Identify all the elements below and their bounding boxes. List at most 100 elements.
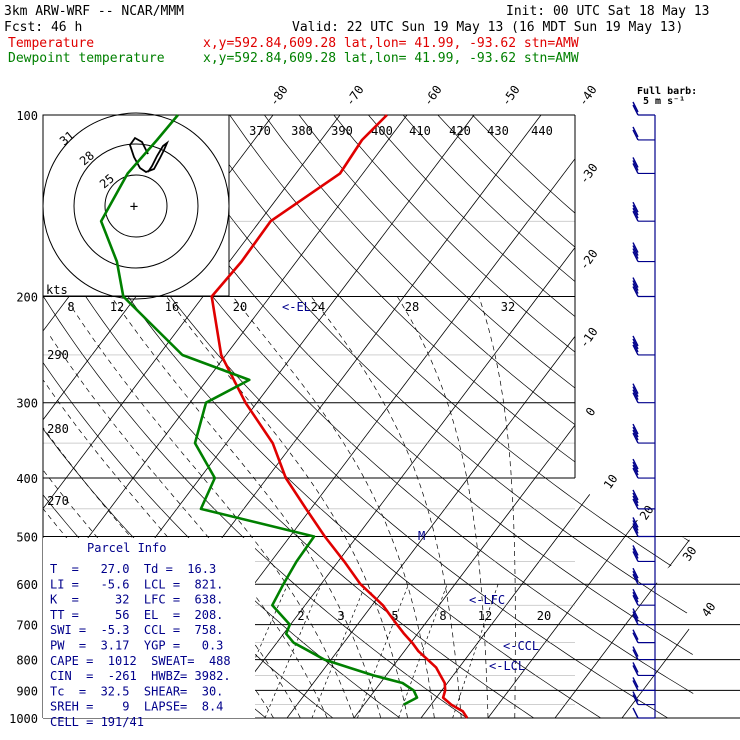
wind-barb	[632, 662, 655, 677]
temperature-tick-label: -60	[421, 83, 445, 109]
hodograph-ring	[42, 112, 230, 300]
hodograph-origin: +	[130, 199, 138, 215]
wind-barb-flag	[632, 157, 639, 168]
pressure-tick-label: 700	[16, 619, 38, 633]
wind-barb-flag	[632, 207, 639, 219]
wind-barb-flag	[632, 160, 639, 171]
temperature-label: Temperature	[8, 36, 94, 51]
temperature-tick-label: 10	[601, 472, 621, 492]
wind-barb-flag	[632, 104, 639, 116]
moist-adiabat	[310, 296, 462, 718]
moist-adiabat	[232, 296, 435, 718]
temperature-tick-label: -50	[499, 83, 523, 109]
parcel-info-background	[43, 538, 255, 718]
pressure-tick-label: 100	[16, 109, 38, 123]
mixing-ratio-line	[264, 584, 322, 718]
hodograph-speed-tick: 28	[405, 300, 419, 314]
mixing-ratio-label: 3	[337, 609, 344, 623]
wind-barb-flag	[632, 567, 639, 579]
isentrope-label: 410	[409, 124, 431, 138]
dry-adiabat	[125, 115, 700, 718]
wind-barb-flag	[632, 492, 639, 504]
wind-barb	[632, 608, 655, 626]
wind-barb-flag	[632, 432, 639, 444]
isentrope-label: 370	[249, 124, 271, 138]
wind-barb	[632, 383, 655, 404]
wind-barb	[632, 157, 655, 175]
wind-barb-flag	[632, 665, 639, 676]
wind-barb	[632, 423, 655, 444]
wind-barb-flag	[632, 383, 639, 395]
temperature-profile-line	[210, 114, 469, 719]
wind-barb	[632, 201, 655, 222]
wind-barb	[632, 126, 655, 141]
hodograph-speed-tick: 32	[501, 300, 515, 314]
hodograph-speed-tick: 16	[165, 300, 179, 314]
wind-barb	[632, 567, 655, 585]
parcel-info-row: T = 27.0 Td = 16.3	[50, 562, 216, 576]
isentrope-label: 440	[531, 124, 553, 138]
wind-barb-flag	[632, 611, 639, 622]
pressure-tick-label: 600	[16, 578, 38, 592]
parcel-info-row: LI = -5.6 LCL = 821.	[50, 577, 223, 591]
wind-barb-flag	[632, 489, 639, 501]
wind-barb-flag	[632, 548, 639, 559]
wind-barb-flag	[632, 520, 639, 531]
wind-barb-flag	[632, 429, 639, 441]
dewpoint-profile-line	[99, 114, 419, 706]
full-barb-units: 5 m s⁻¹	[643, 96, 685, 107]
wind-barb-flag	[632, 570, 639, 582]
isentrope-label: 270	[47, 494, 69, 508]
mixing-ratio-label: 2	[297, 609, 304, 623]
wind-barb-flag	[632, 386, 639, 398]
wind-barb-flag	[632, 245, 639, 256]
temperature-tick-label: 30	[680, 544, 700, 564]
dry-adiabat	[160, 115, 700, 718]
wind-barb-flag	[632, 101, 639, 113]
dry-adiabat	[298, 115, 700, 718]
wind-barb-flag	[632, 498, 639, 510]
wind-barb-flag	[632, 573, 639, 585]
moist-adiabat	[68, 302, 355, 718]
pressure-tick-label: 500	[16, 530, 38, 544]
pressure-tick-label: 1000	[9, 712, 38, 726]
moist-adiabat	[397, 296, 489, 718]
wind-barb-flag	[632, 341, 639, 353]
model-title: 3km ARW-WRF -- NCAR/MMM	[4, 4, 184, 19]
wind-barb	[632, 277, 655, 298]
wind-barb-flag	[632, 594, 639, 606]
wind-barb-flag	[632, 344, 639, 356]
isentrope-label: 390	[331, 124, 353, 138]
wind-barb	[632, 646, 655, 661]
wind-barb-flag	[632, 649, 639, 660]
annotation-el: <-EL	[282, 300, 311, 314]
hodograph-trace	[129, 136, 170, 174]
wind-barb-flag	[632, 464, 639, 476]
pressure-tick-label: 400	[16, 472, 38, 486]
parcel-info-panel: Parcel Info T = 27.0 Td = 16.3LI = -5.6 …	[43, 538, 255, 729]
temperature-location: x,y=592.84,609.28 lat,lon= 41.99, -93.62…	[203, 36, 579, 51]
wind-barb-flag	[632, 517, 639, 528]
wind-barb-flag	[632, 283, 639, 294]
mixing-ratio-label: 5	[391, 609, 398, 623]
wind-barb-flag	[632, 280, 639, 291]
wind-barb-flag	[632, 163, 639, 174]
wind-barb-flag	[632, 204, 639, 216]
hodograph-speed-tick: 12	[110, 300, 124, 314]
dry-adiabat	[368, 115, 700, 718]
wind-barb-flag	[632, 423, 639, 435]
dry-adiabat	[90, 115, 700, 718]
dewpoint-label: Dewpoint temperature	[8, 51, 165, 66]
temperature-tick-label: -30	[577, 161, 601, 187]
mixing-ratio-label: 12	[478, 609, 492, 623]
wind-barb-flag	[632, 129, 639, 141]
wind-barb	[632, 101, 655, 116]
wind-barb-flag	[632, 251, 639, 262]
dry-adiabat	[194, 115, 700, 718]
wind-barb-flag	[632, 551, 639, 562]
wind-barb-flag	[632, 338, 639, 350]
isotherm-line	[554, 115, 700, 718]
wind-barb	[632, 707, 655, 719]
wind-barb	[632, 458, 655, 479]
isotherm-line	[43, 115, 341, 718]
